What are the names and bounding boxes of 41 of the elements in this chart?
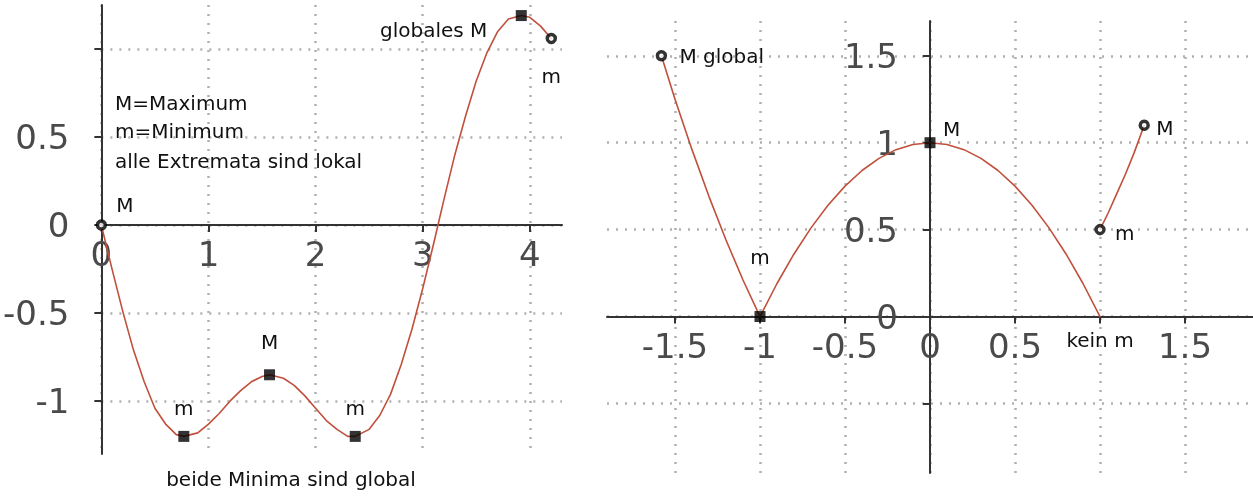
x-tick-label: -1.5 — [641, 325, 709, 366]
x-tick-label: 4 — [519, 234, 541, 275]
annotation: M — [943, 116, 961, 141]
annotation: m=Minimum — [115, 119, 244, 143]
point — [515, 10, 527, 22]
point — [1138, 119, 1150, 132]
y-tick-label: 0.5 — [843, 209, 898, 250]
x-tick-label: 3 — [411, 234, 434, 275]
x-tick-label: 0.5 — [987, 325, 1043, 366]
annotation: alle Extremata sind lokal — [115, 149, 363, 173]
point — [264, 369, 276, 381]
y-tick-label: -0.5 — [3, 293, 70, 334]
annotation: globales M — [379, 17, 488, 42]
x-tick-label: -1 — [743, 325, 777, 366]
point — [655, 50, 668, 62]
point — [1094, 223, 1106, 236]
annotation: M=Maximum — [115, 91, 248, 115]
point — [545, 32, 558, 45]
y-tick-label: -1 — [35, 381, 70, 422]
x-tick-label: 1.5 — [1157, 325, 1213, 366]
y-tick-label: 0.5 — [15, 117, 70, 158]
annotation: kein m — [1066, 327, 1134, 352]
annotation: m — [750, 244, 770, 269]
point — [924, 137, 936, 149]
text: beide Minima sind global — [166, 467, 416, 491]
annotation: M — [260, 329, 279, 354]
x-tick-label: 2 — [304, 234, 327, 275]
point — [178, 430, 190, 442]
annotation: m — [541, 64, 562, 89]
point — [754, 311, 766, 323]
y-tick-label: 1.5 — [843, 35, 898, 76]
point — [349, 430, 361, 442]
annotation: m — [345, 396, 365, 421]
annotation: M — [116, 193, 134, 218]
annotation: m — [1115, 220, 1135, 245]
annotation: M — [1156, 116, 1174, 141]
y-tick-label: 1 — [876, 122, 898, 163]
y-tick-label: 0 — [47, 205, 70, 246]
x-tick-label: 1 — [197, 234, 220, 275]
annotation: M global — [679, 43, 765, 68]
annotation: m — [174, 396, 194, 421]
